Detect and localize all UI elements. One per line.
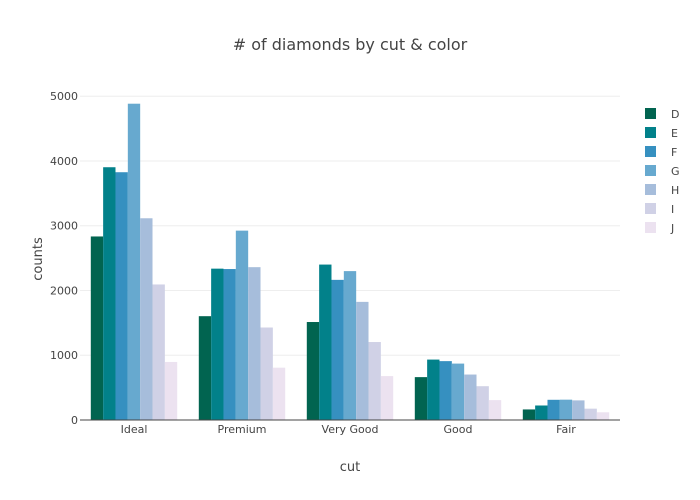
legend-swatch (645, 127, 656, 138)
bar-j-ideal (164, 361, 178, 420)
bar-i-ideal (152, 284, 165, 420)
bar-h-good (464, 374, 477, 420)
legend-item[interactable]: I (645, 203, 674, 216)
bars (90, 103, 610, 421)
bar-g-premium (235, 230, 249, 420)
bar-g-fair (559, 399, 573, 420)
legend-label: J (670, 222, 674, 235)
x-axis-title: cut (340, 460, 360, 475)
legend-label: E (671, 127, 678, 140)
y-tick-label: 0 (71, 414, 78, 427)
legend-item[interactable]: G (645, 165, 680, 178)
bar-f-good (439, 361, 452, 420)
legend-swatch (645, 108, 656, 119)
bar-i-good (476, 386, 489, 420)
y-tick-label: 2000 (50, 284, 78, 297)
legend-item[interactable]: D (645, 108, 679, 121)
y-tick-label: 5000 (50, 90, 78, 103)
bar-f-fair (547, 399, 560, 420)
bar-e-very-good (319, 264, 332, 420)
legend-label: I (671, 203, 674, 216)
bar-d-ideal (90, 236, 104, 420)
bar-g-very-good (343, 271, 357, 420)
bar-i-fair (584, 408, 597, 420)
legend-label: H (671, 184, 679, 197)
bar-f-ideal (115, 172, 128, 420)
bar-f-premium (223, 269, 236, 420)
bar-e-fair (535, 405, 548, 420)
bar-j-good (488, 400, 502, 420)
legend-item[interactable]: E (645, 127, 678, 140)
bar-h-ideal (140, 218, 153, 420)
bar-e-good (427, 359, 440, 420)
bar-g-ideal (127, 103, 141, 421)
bar-e-premium (211, 268, 224, 420)
y-tick-label: 3000 (50, 220, 78, 233)
y-tick-label: 4000 (50, 155, 78, 168)
chart-title: # of diamonds by cut & color (233, 35, 468, 54)
legend-label: G (671, 165, 680, 178)
x-tick-label: Ideal (121, 423, 148, 436)
bar-i-premium (260, 327, 273, 420)
legend-item[interactable]: J (645, 222, 674, 235)
legend-label: D (671, 108, 679, 121)
legend-swatch (645, 222, 656, 233)
x-tick-label: Very Good (322, 423, 379, 436)
bar-d-very-good (306, 322, 320, 420)
y-axis-ticks: 0 1000 2000 3000 4000 5000 (50, 90, 78, 427)
bar-d-good (414, 377, 428, 420)
legend-label: F (671, 146, 677, 159)
bar-h-premium (248, 267, 261, 420)
legend-item[interactable]: F (645, 146, 677, 159)
bar-j-fair (596, 412, 610, 420)
bar-d-premium (198, 316, 212, 420)
legend-item[interactable]: H (645, 184, 679, 197)
bar-g-good (451, 363, 465, 420)
x-tick-label: Good (444, 423, 473, 436)
bar-h-fair (572, 400, 585, 420)
y-axis-title: counts (31, 237, 46, 281)
bar-f-very-good (331, 279, 344, 420)
legend-swatch (645, 203, 656, 214)
legend-swatch (645, 184, 656, 195)
legend-swatch (645, 165, 656, 176)
x-tick-label: Premium (218, 423, 267, 436)
legend-swatch (645, 146, 656, 157)
y-tick-label: 1000 (50, 349, 78, 362)
bar-j-very-good (380, 376, 394, 420)
bar-i-very-good (368, 342, 381, 420)
bar-e-ideal (103, 167, 116, 420)
x-tick-label: Fair (556, 423, 576, 436)
bar-j-premium (272, 367, 286, 420)
bar-h-very-good (356, 301, 369, 420)
x-axis-ticks: Ideal Premium Very Good Good Fair (121, 423, 577, 436)
bar-d-fair (522, 409, 536, 420)
